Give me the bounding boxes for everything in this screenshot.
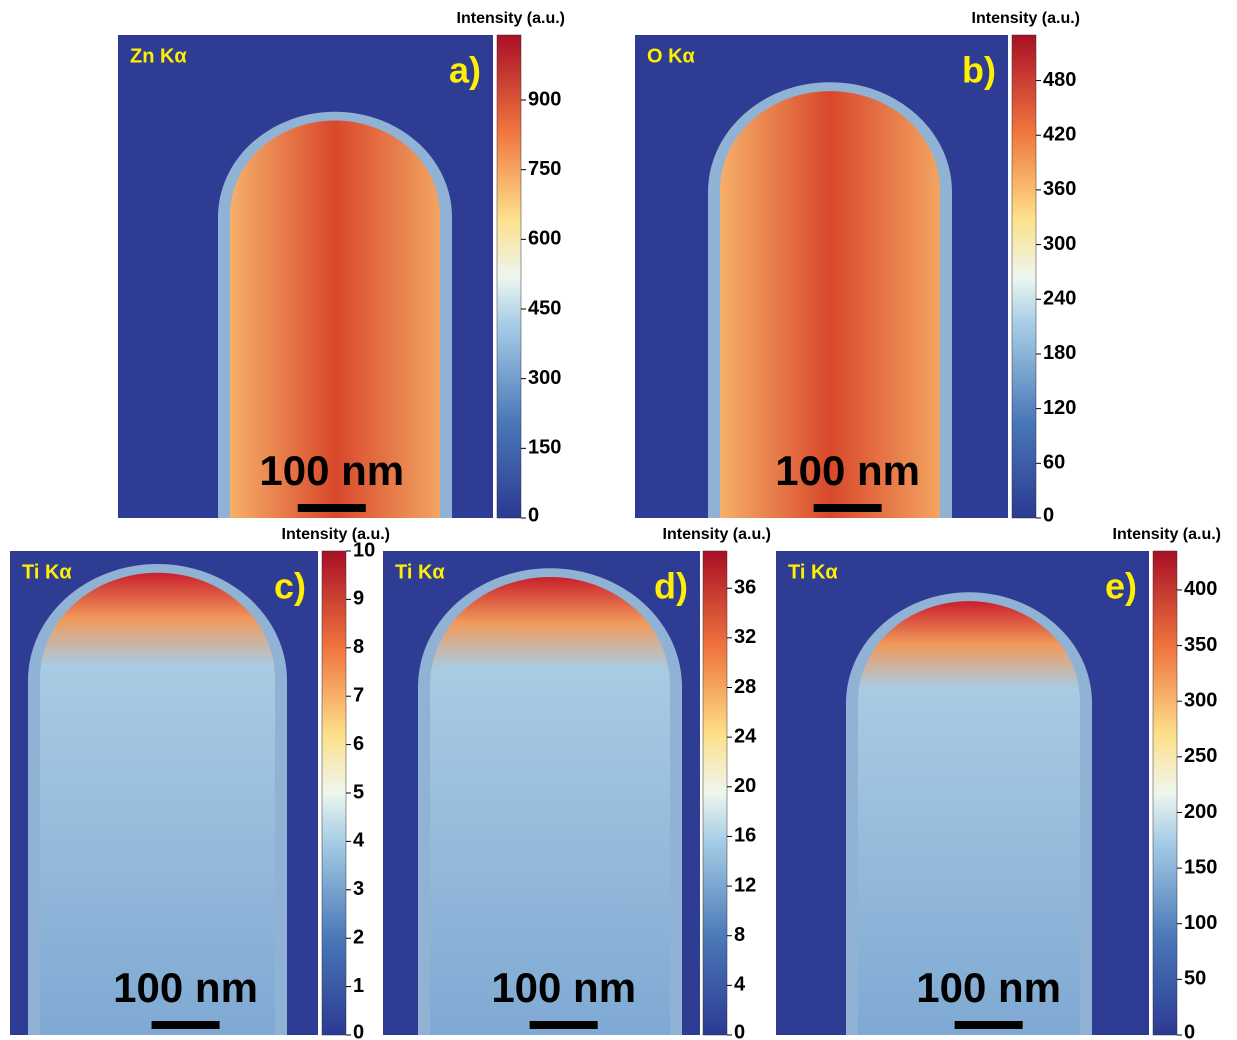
colorbar-tick-label: 0 (1043, 504, 1054, 526)
scale-bar-label: 100 nm (916, 964, 1061, 1011)
colorbar-tick-label: 4 (353, 830, 365, 852)
colorbar-tick-label: 420 (1043, 124, 1076, 146)
colorbar-tick-label: 28 (734, 676, 756, 698)
colorbar-tick-label: 2 (353, 926, 364, 948)
colorbar-tick-label: 240 (1043, 288, 1076, 310)
colorbar-tick-label: 100 (1184, 912, 1217, 934)
colorbar-tick-label: 600 (528, 228, 561, 250)
colorbar (497, 35, 521, 518)
colorbar-tick-label: 300 (1043, 233, 1076, 255)
colorbar-tick-label: 16 (734, 825, 756, 847)
colorbar-tick-label: 8 (353, 636, 364, 658)
colorbar (1153, 551, 1177, 1035)
panel-letter: e) (1105, 566, 1137, 607)
colorbar-title: Intensity (a.u.) (1113, 526, 1221, 543)
colorbar-tick-label: 24 (734, 725, 757, 747)
colorbar-tick-label: 250 (1184, 745, 1217, 767)
scale-bar-label: 100 nm (775, 447, 920, 494)
colorbar-tick-label: 0 (734, 1021, 745, 1040)
scale-bar (152, 1021, 220, 1029)
colorbar (1012, 35, 1036, 518)
scale-bar (814, 504, 882, 512)
colorbar-tick-label: 350 (1184, 634, 1217, 656)
colorbar-tick-label: 50 (1184, 968, 1206, 990)
element-label: O Kα (647, 45, 696, 67)
colorbar-tick-label: 300 (1184, 689, 1217, 711)
colorbar-tick-label: 480 (1043, 69, 1076, 91)
colorbar (322, 551, 346, 1035)
colorbar-tick-label: 150 (1184, 856, 1217, 878)
element-label: Zn Kα (130, 45, 187, 67)
colorbar-tick-label: 5 (353, 781, 364, 803)
scale-bar (298, 504, 366, 512)
colorbar-tick-label: 9 (353, 588, 364, 610)
colorbar-tick-label: 7 (353, 684, 364, 706)
colorbar-tick-label: 900 (528, 88, 561, 110)
scale-bar-label: 100 nm (491, 964, 636, 1011)
panel-letter: b) (962, 50, 996, 91)
panel-letter: a) (449, 50, 481, 91)
colorbar-tick-label: 32 (734, 626, 756, 648)
colorbar-tick-label: 60 (1043, 452, 1065, 474)
scale-bar-label: 100 nm (113, 964, 258, 1011)
colorbar-tick-label: 6 (353, 733, 364, 755)
colorbar-tick-label: 300 (528, 367, 561, 389)
element-label: Ti Kα (22, 561, 72, 583)
colorbar-tick-label: 20 (734, 775, 756, 797)
colorbar-tick-label: 150 (528, 437, 561, 459)
colorbar-title: Intensity (a.u.) (457, 10, 565, 27)
panel-letter: c) (274, 566, 306, 607)
colorbar-tick-label: 750 (528, 158, 561, 180)
panel-letter: d) (654, 566, 688, 607)
colorbar-tick-label: 360 (1043, 178, 1076, 200)
scale-bar (955, 1021, 1023, 1029)
colorbar-title: Intensity (a.u.) (972, 10, 1080, 27)
colorbar-tick-label: 0 (353, 1021, 364, 1040)
colorbar-tick-label: 200 (1184, 801, 1217, 823)
scale-bar (530, 1021, 598, 1029)
colorbar-tick-label: 12 (734, 874, 756, 896)
element-label: Ti Kα (395, 561, 445, 583)
figure: Zn Kαa)100 nmIntensity (a.u.)01503004506… (0, 0, 1237, 1040)
colorbar-tick-label: 10 (353, 539, 375, 561)
colorbar-tick-label: 36 (734, 577, 756, 599)
colorbar (703, 551, 727, 1035)
colorbar-tick-label: 450 (528, 297, 561, 319)
colorbar-tick-label: 0 (528, 504, 539, 526)
colorbar-tick-label: 120 (1043, 397, 1076, 419)
colorbar-tick-label: 400 (1184, 578, 1217, 600)
colorbar-tick-label: 8 (734, 924, 745, 946)
colorbar-tick-label: 4 (734, 974, 746, 996)
colorbar-tick-label: 0 (1184, 1021, 1195, 1040)
scale-bar-label: 100 nm (259, 447, 404, 494)
element-label: Ti Kα (788, 561, 838, 583)
colorbar-tick-label: 180 (1043, 342, 1076, 364)
colorbar-tick-label: 1 (353, 975, 364, 997)
colorbar-tick-label: 3 (353, 878, 364, 900)
colorbar-title: Intensity (a.u.) (663, 526, 771, 543)
